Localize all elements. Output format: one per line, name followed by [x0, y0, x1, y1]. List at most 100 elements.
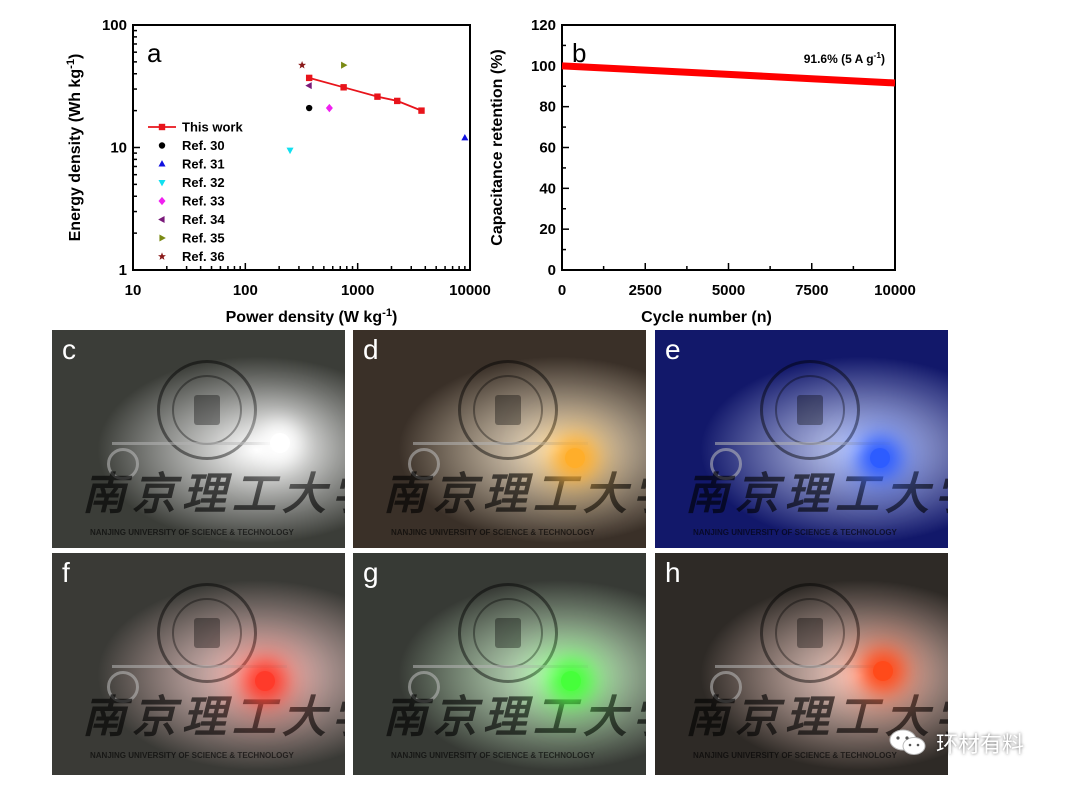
- photo-panel-f: f 南京理工大学 NANJING UNIVERSITY OF SCIENCE &…: [52, 553, 345, 775]
- legend-label: Ref. 35: [182, 231, 225, 246]
- device-clip: [107, 671, 139, 703]
- data-point: [461, 133, 469, 141]
- legend-marker: [158, 215, 165, 224]
- university-name-en: NANJING UNIVERSITY OF SCIENCE & TECHNOLO…: [90, 751, 294, 760]
- series-ref-33: [325, 103, 333, 113]
- chart-a-energy-vs-power: 10 100 1000 10000 1 10 100 Power density (W kg-…: [65, 17, 491, 326]
- y-axis-title: Capacitance retention (%): [489, 49, 506, 245]
- legend-label: Ref. 36: [182, 249, 225, 264]
- chart-b-capacitance-retention: 0 2500 5000 7500 10000 0 20 40 60 80 100 120 Cycle n…: [489, 17, 916, 326]
- x-axis-title: Power density (W kg-1): [226, 307, 398, 326]
- legend-label: Ref. 34: [182, 212, 225, 227]
- photo-panel-g: g 南京理工大学 NANJING UNIVERSITY OF SCIENCE &…: [353, 553, 646, 775]
- legend-marker: [158, 179, 166, 187]
- series-ref-32: [286, 147, 294, 155]
- device-clip: [408, 448, 440, 480]
- legend-label: This work: [182, 120, 243, 135]
- data-point: [340, 84, 347, 91]
- x-tick-label: 0: [558, 282, 566, 299]
- device-wire: [413, 442, 588, 467]
- device-clip: [710, 671, 742, 703]
- university-name-cn: 南京理工大学: [82, 692, 345, 743]
- data-point: [286, 147, 294, 155]
- seal-core: [797, 618, 823, 648]
- legend-marker: [158, 123, 166, 131]
- university-name-cn: 南京理工大学: [383, 469, 646, 520]
- legend-item: This work: [148, 120, 243, 135]
- legend-marker: [159, 234, 166, 242]
- university-name-en: NANJING UNIVERSITY OF SCIENCE & TECHNOLO…: [693, 528, 897, 537]
- panel-label-c: c: [62, 334, 76, 365]
- data-point: [305, 74, 313, 82]
- university-name-en: NANJING UNIVERSITY OF SCIENCE & TECHNOLO…: [90, 528, 294, 537]
- seal-core: [194, 618, 220, 648]
- data-point: [325, 103, 333, 113]
- data-point: [418, 107, 425, 114]
- series-ref-36: [298, 61, 307, 69]
- data-point: [305, 104, 313, 112]
- device-wire: [112, 442, 287, 467]
- y-tick-label: 1: [119, 262, 127, 279]
- led-light: [873, 661, 893, 681]
- x-tick-label: 100: [233, 282, 258, 299]
- legend-item: Ref. 31: [158, 157, 225, 172]
- university-name-en: NANJING UNIVERSITY OF SCIENCE & TECHNOLO…: [391, 528, 595, 537]
- y-tick-label: 60: [539, 140, 556, 157]
- panel-label-e: e: [665, 334, 681, 365]
- y-tick-label: 10: [110, 140, 127, 157]
- university-name-en: NANJING UNIVERSITY OF SCIENCE & TECHNOLO…: [391, 751, 595, 760]
- legend: This work Ref. 30 Ref. 31 Ref. 32 Ref. 33 Ref…: [148, 120, 243, 264]
- data-point: [374, 93, 381, 100]
- x-tick-label: 7500: [795, 282, 828, 299]
- x-tick-label: 2500: [629, 282, 662, 299]
- legend-marker: [158, 196, 166, 206]
- university-name-cn: 南京理工大学: [685, 469, 948, 520]
- panel-label-a: a: [147, 38, 162, 68]
- device-clip: [107, 448, 139, 480]
- university-name-cn: 南京理工大学: [383, 692, 646, 743]
- y-axis-title: Energy density (Wh kg-1): [65, 54, 84, 242]
- series-ref-35: [341, 61, 348, 69]
- device-wire: [112, 665, 287, 690]
- y-tick-label: 20: [539, 221, 556, 238]
- x-tick-label: 5000: [712, 282, 745, 299]
- device-wire: [413, 665, 588, 690]
- legend-label: Ref. 33: [182, 194, 225, 209]
- photo-panel-c: c 南京理工大学 NANJING UNIVERSITY OF SCIENCE &…: [52, 330, 345, 548]
- legend-item: Ref. 34: [158, 212, 225, 227]
- series-this-work: [305, 74, 425, 114]
- legend-label: Ref. 32: [182, 175, 225, 190]
- y-tick-label: 100: [531, 58, 556, 75]
- panel-label-h: h: [665, 557, 681, 588]
- university-name-cn: 南京理工大学: [82, 469, 345, 520]
- wechat-icon: [888, 727, 928, 759]
- seal-core: [797, 395, 823, 425]
- x-tick-label: 1000: [341, 282, 374, 299]
- led-light: [870, 448, 890, 468]
- legend-item: Ref. 33: [158, 194, 225, 209]
- legend-label: Ref. 31: [182, 157, 225, 172]
- legend-marker: [158, 142, 166, 149]
- device-clip: [408, 671, 440, 703]
- panel-label-f: f: [62, 557, 70, 588]
- y-tick-label: 40: [539, 180, 556, 197]
- legend-item: Ref. 32: [158, 175, 225, 190]
- led-light: [270, 433, 290, 453]
- device-clip: [710, 448, 742, 480]
- seal-core: [495, 395, 521, 425]
- x-tick-label: 10: [125, 282, 142, 299]
- x-tick-label: 10000: [449, 282, 491, 299]
- y-tick-label: 80: [539, 99, 556, 116]
- seal-core: [194, 395, 220, 425]
- series-line: [308, 77, 422, 112]
- legend-label: Ref. 30: [182, 138, 225, 153]
- panel-label-b: b: [572, 38, 586, 68]
- led-light: [561, 671, 581, 691]
- series-ref-34: [305, 82, 312, 90]
- photo-panel-d: d 南京理工大学 NANJING UNIVERSITY OF SCIENCE &…: [353, 330, 646, 548]
- legend-item: Ref. 35: [159, 231, 225, 246]
- watermark: 环材有料: [888, 724, 1024, 762]
- panel-label-d: d: [363, 334, 379, 365]
- legend-marker: [158, 160, 166, 167]
- y-tick-label: 120: [531, 17, 556, 34]
